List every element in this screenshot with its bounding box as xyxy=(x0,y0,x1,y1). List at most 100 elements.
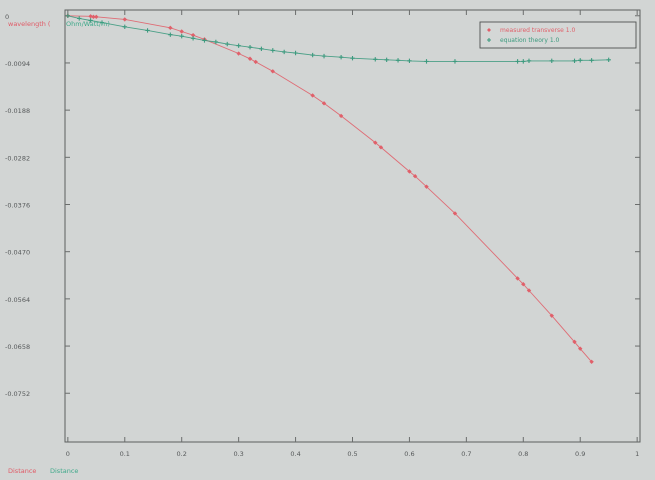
data-point xyxy=(424,184,429,189)
data-point xyxy=(213,39,219,45)
x-tick-label: 0.7 xyxy=(461,450,471,458)
legend-label: measured transverse 1.0 xyxy=(500,27,575,34)
y-axis: 0 -0.0094 -0.0188 -0.0282 -0.0376 -0.0470 -0.0… xyxy=(5,13,640,398)
y-tick-label: -0.0658 xyxy=(5,343,30,351)
data-point xyxy=(521,59,526,64)
footer-labels: Distance Distance xyxy=(8,467,78,475)
data-point xyxy=(378,145,384,150)
data-point xyxy=(168,32,173,37)
data-point xyxy=(247,45,253,50)
x-tick-label: 0 xyxy=(66,450,70,458)
data-point xyxy=(515,59,520,64)
data-point xyxy=(190,36,196,41)
data-point xyxy=(225,41,230,47)
data-point xyxy=(606,57,611,63)
data-point xyxy=(65,13,71,18)
data-point xyxy=(572,58,577,64)
data-point xyxy=(293,50,298,56)
data-point xyxy=(179,34,184,39)
data-point xyxy=(88,14,93,19)
legend: measured transverse 1.0 equation theory 1… xyxy=(479,21,637,49)
footer-label: Distance xyxy=(8,467,36,475)
x-tick-label: 0.2 xyxy=(177,450,187,458)
y-tick-label: -0.0752 xyxy=(5,390,30,398)
header-label: Ohm/Watt/m) xyxy=(66,20,110,28)
data-point xyxy=(452,211,458,216)
x-tick-label: 0.9 xyxy=(575,450,585,458)
data-point xyxy=(145,28,150,33)
y-tick-label: -0.0282 xyxy=(5,154,30,162)
y-tick-label: -0.0094 xyxy=(5,60,30,68)
data-point xyxy=(94,14,99,20)
series-2 xyxy=(65,13,611,64)
legend-marker xyxy=(487,38,491,42)
x-tick-label: 0.1 xyxy=(120,450,130,458)
data-point xyxy=(236,51,241,56)
data-point xyxy=(407,58,412,64)
data-point xyxy=(526,58,532,64)
data-point xyxy=(321,101,327,106)
header-label: wavelength ( xyxy=(8,20,51,28)
y-tick-label: -0.0188 xyxy=(5,107,30,115)
legend-label: equation theory 1.0 xyxy=(500,37,560,44)
legend-marker xyxy=(487,28,491,32)
data-point xyxy=(168,25,173,31)
x-axis: 0 0.1 0.2 0.3 0.4 0.5 0.6 0.7 0.8 0.9 1 xyxy=(66,10,639,458)
data-point xyxy=(589,359,594,364)
plot-area xyxy=(65,13,611,364)
y-tick-label: 0 xyxy=(5,13,9,21)
data-point xyxy=(236,43,241,48)
data-point xyxy=(578,346,583,351)
data-point xyxy=(515,276,520,281)
data-point xyxy=(310,52,315,58)
data-point xyxy=(247,56,253,61)
data-point xyxy=(578,58,583,63)
data-point xyxy=(202,38,207,43)
data-point xyxy=(122,24,127,29)
data-point xyxy=(373,140,378,145)
data-point xyxy=(452,59,458,64)
y-tick-label: -0.0564 xyxy=(5,296,30,304)
data-point xyxy=(99,20,105,25)
data-point xyxy=(310,93,315,98)
data-point xyxy=(424,59,429,64)
data-point xyxy=(122,17,127,22)
data-point xyxy=(526,288,532,293)
data-point xyxy=(270,69,275,74)
legend-box xyxy=(479,21,637,49)
data-point xyxy=(88,18,93,23)
data-point xyxy=(521,281,526,287)
data-point xyxy=(412,173,418,179)
plot-frame xyxy=(64,9,641,443)
data-point xyxy=(384,57,389,63)
footer-label: Distance xyxy=(50,467,78,475)
data-point xyxy=(350,56,355,61)
data-point xyxy=(259,46,264,51)
data-point xyxy=(338,113,344,119)
data-point xyxy=(321,53,327,59)
x-tick-label: 0.5 xyxy=(347,450,357,458)
data-point xyxy=(281,49,287,55)
header-labels: wavelength ( Ohm/Watt/m) xyxy=(8,20,110,28)
x-tick-label: 0.8 xyxy=(518,450,528,458)
data-point xyxy=(373,57,378,62)
data-point xyxy=(572,339,577,345)
data-point xyxy=(77,16,82,21)
y-tick-label: -0.0470 xyxy=(5,249,30,257)
data-point xyxy=(395,58,401,63)
data-point xyxy=(549,58,554,64)
x-tick-label: 1 xyxy=(635,450,639,458)
data-point xyxy=(190,32,196,38)
x-tick-label: 0.4 xyxy=(290,450,300,458)
series-1 xyxy=(65,13,594,364)
x-tick-label: 0.6 xyxy=(404,450,414,458)
data-point xyxy=(179,29,184,34)
data-point xyxy=(549,313,554,318)
x-tick-label: 0.3 xyxy=(233,450,243,458)
data-point xyxy=(253,59,258,65)
data-point xyxy=(589,58,594,63)
y-tick-label: -0.0376 xyxy=(5,202,30,210)
data-point xyxy=(91,14,96,20)
data-point xyxy=(338,54,344,60)
